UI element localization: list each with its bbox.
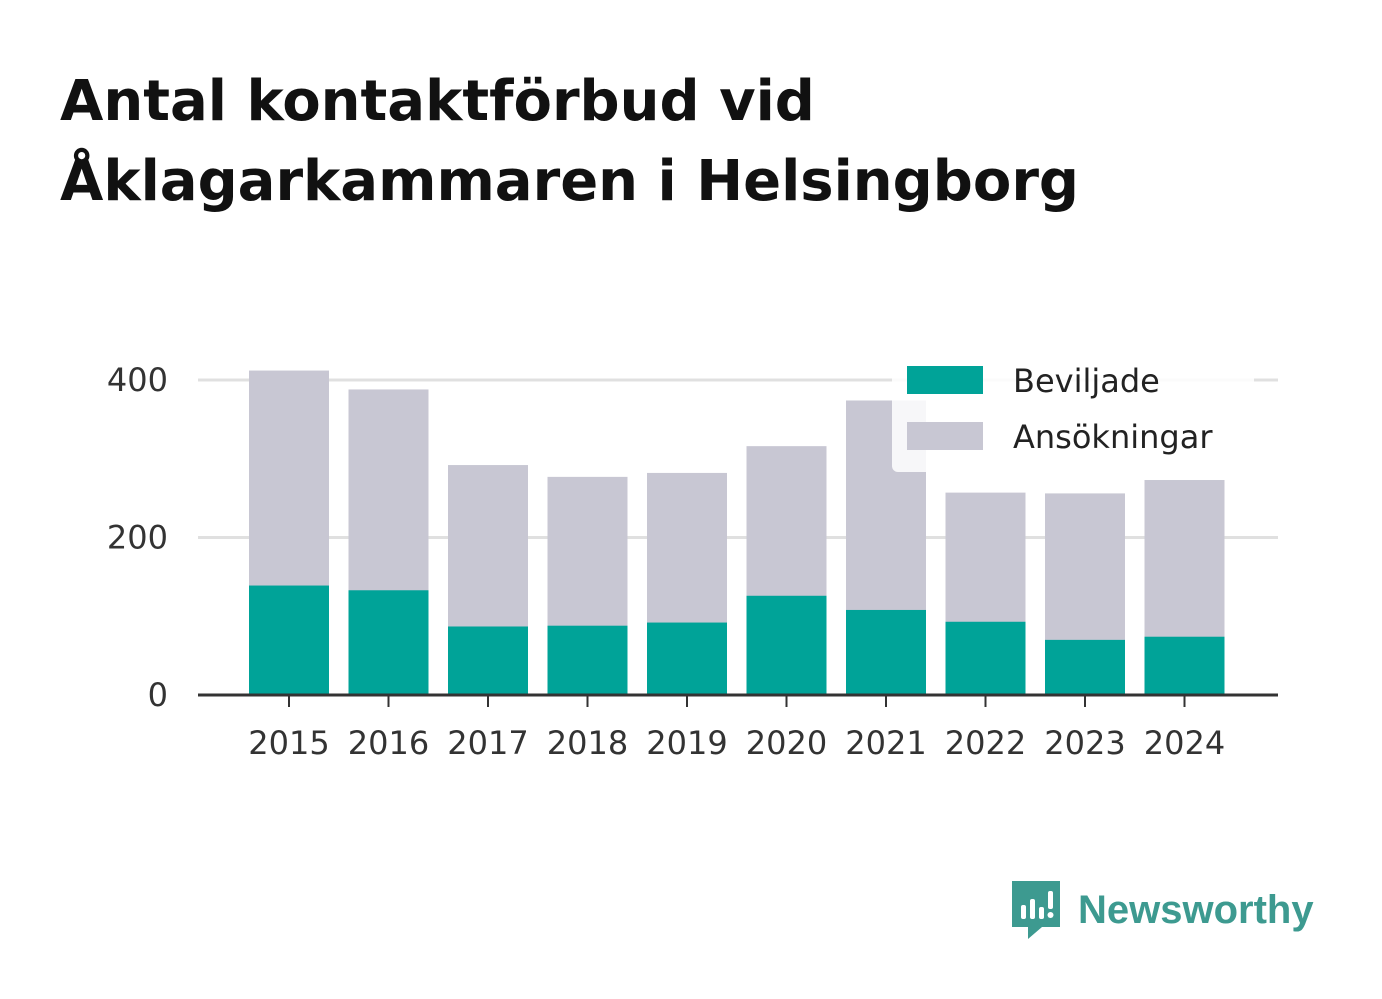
x-tick-label: 2022 bbox=[945, 724, 1026, 762]
bar-beviljade bbox=[1045, 639, 1125, 695]
chart-title: Antal kontaktförbud vid Åklagarkammaren … bbox=[60, 62, 1320, 222]
bar-beviljade bbox=[647, 622, 727, 695]
x-tick-label: 2018 bbox=[547, 724, 628, 762]
x-axis: 2015 2016 2017 2018 2019 2020 2021 2022 2023 2024 bbox=[198, 693, 1278, 762]
bar-beviljade bbox=[1144, 636, 1225, 695]
y-axis-labels: 0 200 400 bbox=[107, 361, 168, 714]
legend-swatch bbox=[907, 366, 983, 394]
x-tick-label: 2019 bbox=[646, 724, 727, 762]
x-tick-label: 2020 bbox=[746, 724, 827, 762]
bar-beviljade bbox=[746, 595, 827, 695]
bar-beviljade bbox=[547, 625, 628, 695]
bar-beviljade bbox=[348, 590, 429, 695]
x-tick-label: 2021 bbox=[845, 724, 926, 762]
bar-beviljade bbox=[846, 609, 926, 695]
newsworthy-logo-text: Newsworthy bbox=[1078, 887, 1314, 932]
legend-label: Beviljade bbox=[1013, 362, 1160, 400]
legend: Beviljade Ansökningar bbox=[892, 352, 1254, 472]
newsworthy-logo-icon bbox=[1012, 881, 1060, 939]
bar-beviljade bbox=[945, 621, 1026, 695]
bar-beviljade bbox=[249, 585, 329, 695]
bar-beviljade bbox=[448, 626, 528, 695]
chart-title-line-1: Antal kontaktförbud vid bbox=[60, 69, 815, 134]
x-tick-label: 2015 bbox=[248, 724, 329, 762]
x-tick-label: 2024 bbox=[1144, 724, 1225, 762]
y-tick-label: 200 bbox=[107, 519, 168, 557]
legend-swatch bbox=[907, 422, 983, 450]
y-tick-label: 400 bbox=[107, 361, 168, 399]
legend-label: Ansökningar bbox=[1013, 418, 1213, 456]
x-tick-label: 2023 bbox=[1044, 724, 1125, 762]
x-tick-label: 2016 bbox=[348, 724, 429, 762]
bars bbox=[249, 370, 1225, 695]
newsworthy-logo: Newsworthy bbox=[1010, 878, 1314, 942]
y-tick-label: 0 bbox=[148, 676, 168, 714]
x-tick-label: 2017 bbox=[447, 724, 528, 762]
chart-title-line-2: Åklagarkammaren i Helsingborg bbox=[60, 149, 1080, 214]
